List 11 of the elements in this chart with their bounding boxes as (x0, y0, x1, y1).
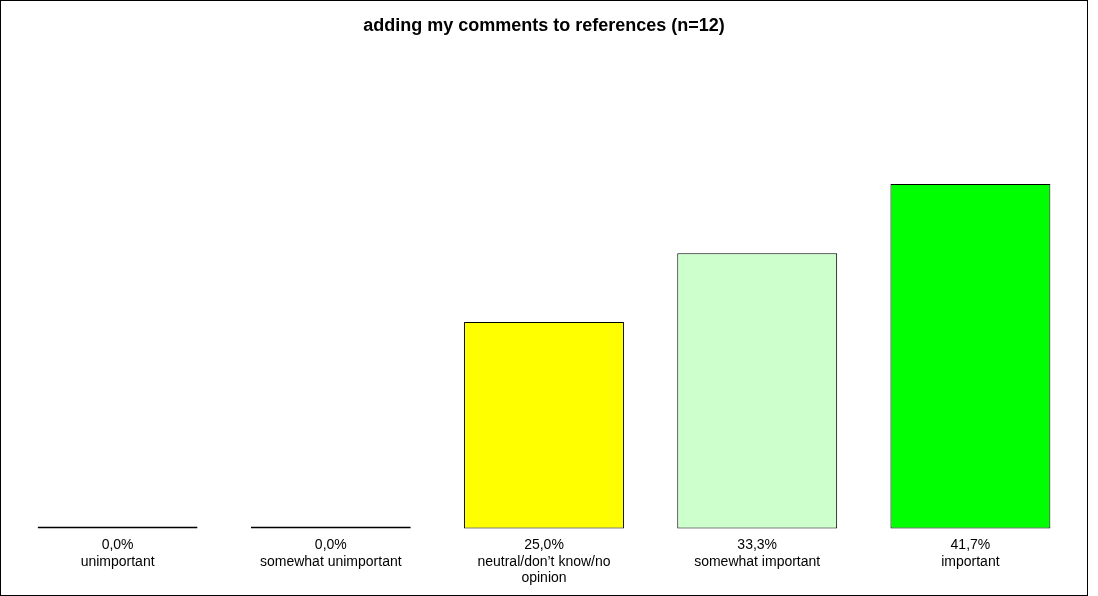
data-label: 0,0% (101, 535, 134, 552)
data-label: 41,7% (950, 535, 991, 552)
x-tick-label: somewhat unimportant (259, 552, 402, 569)
x-tick-label: important (941, 552, 1000, 569)
data-label: 0,0% (314, 535, 347, 552)
x-tick-label: somewhat important (694, 552, 821, 569)
x-tick-label: unimportant (80, 552, 155, 569)
data-label: 25,0% (524, 535, 564, 552)
chart-title: adding my comments to references (n=12) (363, 14, 725, 35)
x-tick-label: neutral/don’t know/no opinion (477, 552, 611, 586)
data-label: 33,3% (737, 535, 778, 552)
